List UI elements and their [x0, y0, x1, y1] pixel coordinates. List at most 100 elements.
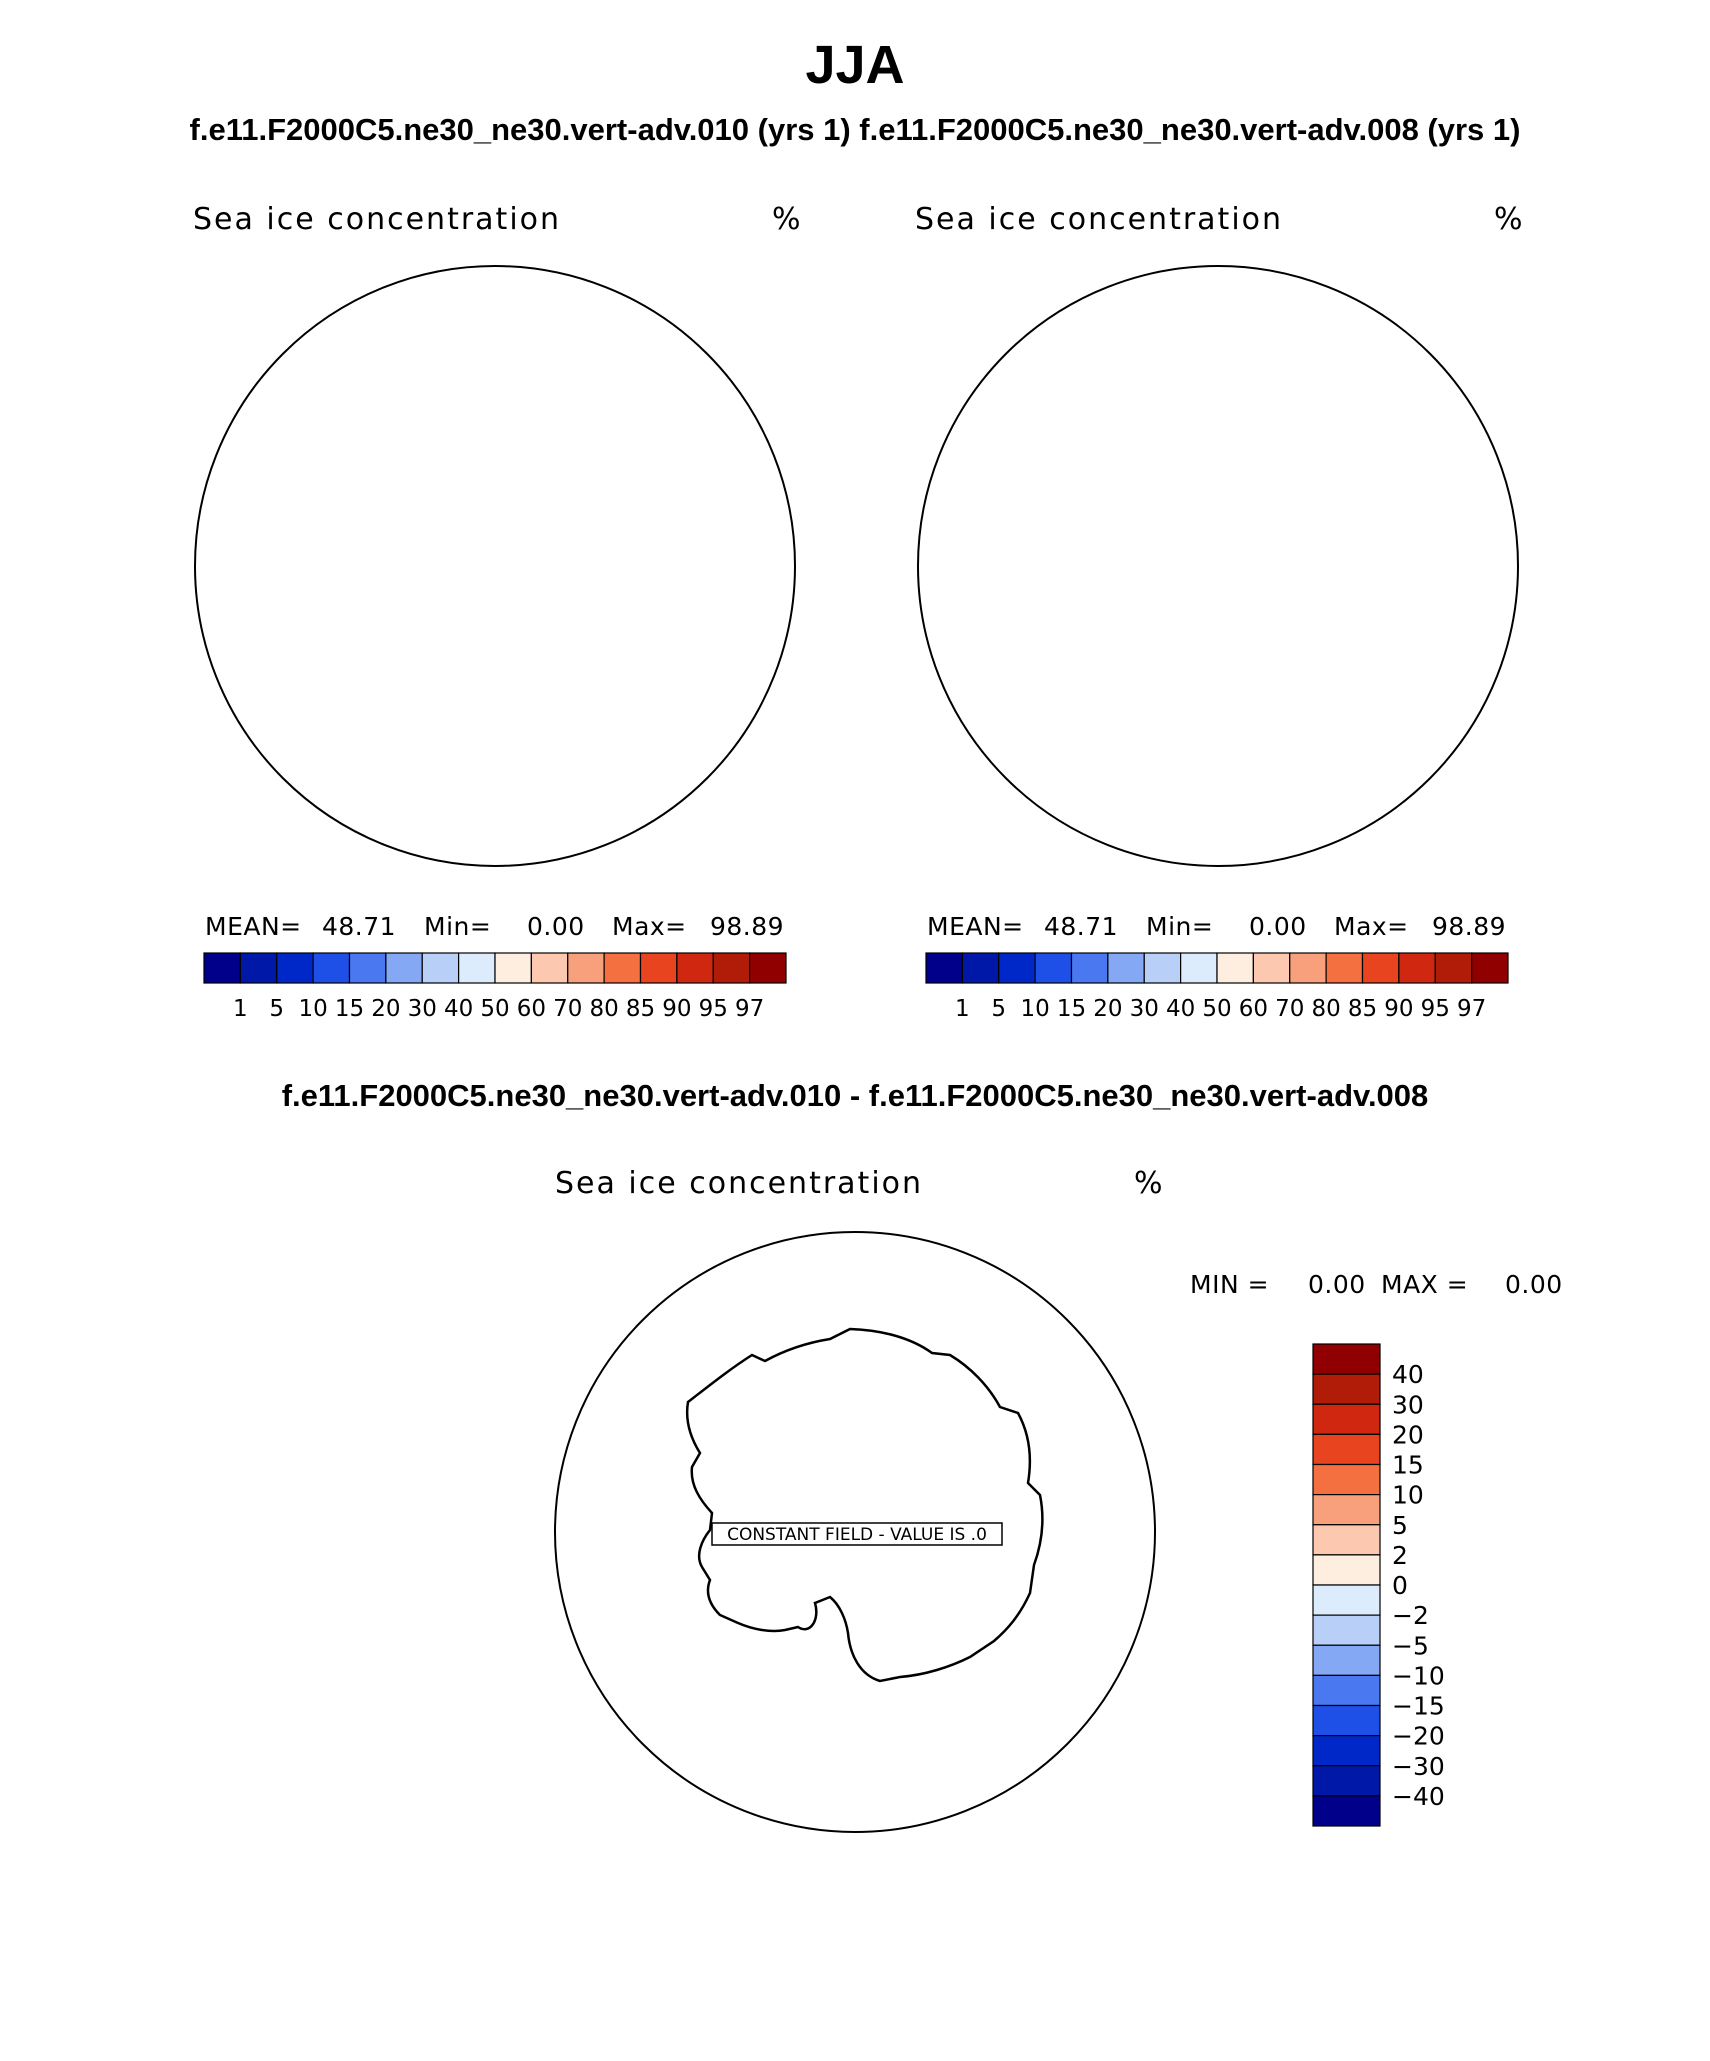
colorbar-diff-tick-label: 0: [1392, 1571, 1408, 1600]
panel1-mean-value: 48.71: [322, 912, 397, 941]
constant-field-label: CONSTANT FIELD - VALUE IS .0: [727, 1525, 987, 1545]
colorbar-panel2-tick-label: 50: [1202, 996, 1231, 1022]
colorbar-diff-swatch: [1312, 1584, 1381, 1616]
panel1-units-label: %: [772, 202, 801, 237]
colorbar-panel2-tick-label: 40: [1166, 996, 1195, 1022]
colorbar-diff-swatch: [1312, 1463, 1381, 1496]
colorbar-panel2-swatch: [1107, 952, 1145, 984]
colorbar-panel2-swatch: [1180, 952, 1218, 984]
colorbar-panel1-tick-label: 80: [589, 996, 618, 1022]
colorbar-panel2-swatch: [1216, 952, 1254, 984]
colorbar-panel1-swatch: [530, 952, 569, 984]
colorbar-panel2-tick-label: 30: [1130, 996, 1159, 1022]
colorbar-panel2-tick-label: 97: [1457, 996, 1486, 1022]
colorbar-panel2-swatch: [1325, 952, 1364, 984]
colorbar-diff-swatch: [1312, 1524, 1381, 1556]
colorbar-panel1-swatch: [749, 952, 787, 984]
colorbar-panel1-swatch: [239, 952, 278, 984]
panel2-min-value: 0.00: [1249, 912, 1307, 941]
panel1-min-value: 0.00: [527, 912, 585, 941]
colorbar-panel1-tick-label: 97: [735, 996, 764, 1022]
colorbar-panel1-swatch: [603, 952, 642, 984]
diff-units-label: %: [1134, 1166, 1163, 1201]
colorbar-panel1-tick-label: 60: [517, 996, 546, 1022]
panel2-mean-label: MEAN=: [927, 912, 1024, 941]
panel2-max-label: Max=: [1334, 912, 1409, 941]
colorbar-panel2-swatch: [1034, 952, 1073, 984]
panel1-variable-label: Sea ice concentration: [193, 202, 562, 237]
panel2-mean-value: 48.71: [1044, 912, 1119, 941]
colorbar-panel2-swatch: [961, 952, 1000, 984]
colorbar-diff-swatch: [1312, 1795, 1381, 1827]
panel1-mean-label: MEAN=: [205, 912, 302, 941]
panel1-max-value: 98.89: [710, 912, 785, 941]
colorbar-diff-tick-label: 10: [1392, 1481, 1424, 1510]
colorbar-panel2-tick-label: 95: [1421, 996, 1450, 1022]
colorbar-panel1-swatch: [203, 952, 241, 984]
colorbar-panel1-tick-label: 5: [269, 996, 284, 1022]
colorbar-diff-tick-label: 2: [1392, 1541, 1408, 1570]
colorbar-diff-swatch: [1312, 1735, 1381, 1767]
panel1-max-label: Max=: [612, 912, 687, 941]
colorbar-panel2-swatch: [1289, 952, 1327, 984]
figure-title: JJA: [805, 35, 905, 95]
colorbar-panel1-swatch: [385, 952, 423, 984]
colorbar-panel2-swatch: [1434, 952, 1473, 984]
panel1-min-label: Min=: [424, 912, 492, 941]
colorbar-panel2-tick-label: 80: [1311, 996, 1340, 1022]
colorbar-panel1-tick-label: 70: [553, 996, 582, 1022]
colorbar-panel2: 1 5 10 15 20 30 40 50 60 70 80 85 90 95 97: [925, 952, 1509, 1022]
colorbar-diff-tick-label: −2: [1392, 1601, 1429, 1630]
difference-title: f.e11.F2000C5.ne30_ne30.vert-adv.010 - f…: [281, 1078, 1429, 1113]
panel2-max-value: 98.89: [1432, 912, 1507, 941]
colorbar-panel2-tick-label: 5: [991, 996, 1006, 1022]
colorbar-panel2-swatch: [1471, 952, 1509, 984]
colorbar-diff-tick-label: −40: [1392, 1782, 1445, 1811]
colorbar-panel2-tick-label: 20: [1093, 996, 1122, 1022]
colorbar-panel1-swatch: [494, 952, 532, 984]
colorbar-panel1-tick-label: 1: [233, 996, 248, 1022]
colorbar-panel2-swatch: [998, 952, 1036, 984]
colorbar-panel2-tick-label: 70: [1275, 996, 1304, 1022]
colorbar-panel1-tick-label: 15: [335, 996, 364, 1022]
constant-field-box: [711, 1522, 1003, 1546]
colorbar-panel2-swatch: [1070, 952, 1109, 984]
diff-max-value: 0.00: [1505, 1270, 1563, 1299]
colorbar-diff-tick-label: −20: [1392, 1722, 1445, 1751]
diff-max-label: MAX =: [1381, 1270, 1469, 1299]
colorbar-panel1-swatch: [567, 952, 605, 984]
diff-min-label: MIN =: [1190, 1270, 1270, 1299]
diff-variable-label: Sea ice concentration: [555, 1166, 924, 1201]
colorbar-diff-tick-label: 20: [1392, 1420, 1424, 1449]
colorbar-panel1-swatch: [712, 952, 751, 984]
diff-min-value: 0.00: [1308, 1270, 1366, 1299]
colorbar-panel1-tick-label: 90: [662, 996, 691, 1022]
colorbar-diff-tick-label: −30: [1392, 1752, 1445, 1781]
colorbar-panel1: 1 5 10 15 20 30 40 50 60 70 80 85 90 95 97: [203, 952, 787, 1022]
colorbar-diff-swatch: [1312, 1373, 1381, 1405]
colorbar-panel2-swatch: [1143, 952, 1182, 984]
colorbar-panel1-swatch: [458, 952, 496, 984]
colorbar-panel2-tick-label: 60: [1239, 996, 1268, 1022]
colorbar-diff-swatch: [1312, 1674, 1381, 1707]
colorbar-panel1-tick-label: 95: [699, 996, 728, 1022]
colorbar-diff-swatch: [1312, 1343, 1381, 1375]
colorbar-diff-tick-label: 30: [1392, 1390, 1424, 1419]
colorbar-diff-swatch: [1312, 1554, 1381, 1586]
colorbar-diff-tick-label: 5: [1392, 1511, 1408, 1540]
panel1-map: [194, 265, 796, 867]
panel2-variable-label: Sea ice concentration: [915, 202, 1284, 237]
colorbar-panel1-tick-label: 20: [371, 996, 400, 1022]
colorbar-panel1-tick-label: 10: [298, 996, 327, 1022]
colorbar-diff-tick-label: −5: [1392, 1631, 1429, 1660]
colorbar-diff-swatch: [1312, 1494, 1381, 1526]
panel2-units-label: %: [1494, 202, 1523, 237]
colorbar-diff-tick-label: 15: [1392, 1451, 1424, 1480]
colorbar-panel2-swatch: [925, 952, 963, 984]
colorbar-panel1-tick-label: 40: [444, 996, 473, 1022]
colorbar-panel1-swatch: [676, 952, 714, 984]
colorbar-diff-swatch: [1312, 1704, 1381, 1737]
colorbar-panel1-swatch: [639, 952, 678, 984]
colorbar-panel1-tick-label: 85: [626, 996, 655, 1022]
